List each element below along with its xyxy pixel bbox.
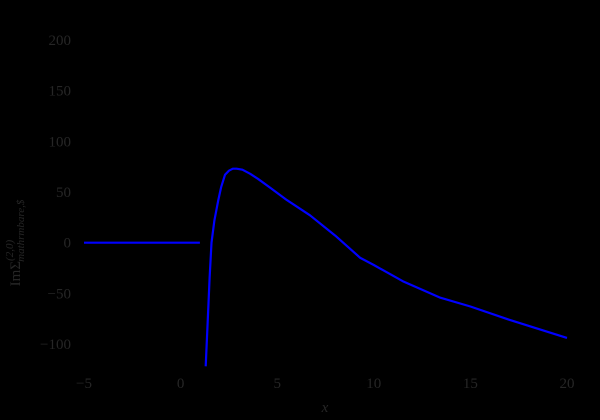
- series-line-segment-curve: [204, 167, 568, 367]
- y-axis-label-subscript: mathrmbare,$: [15, 199, 27, 262]
- y-axis-label: ImΣ(2,0)mathrmbare,$: [4, 199, 27, 286]
- y-tick-label: 200: [49, 33, 72, 49]
- y-tick-label: −100: [40, 337, 71, 353]
- svg-text:ImΣ(2,0)mathrmbare,$: ImΣ(2,0)mathrmbare,$: [4, 199, 27, 286]
- x-tick-label: 10: [366, 376, 381, 392]
- y-tick-label: −50: [48, 286, 71, 302]
- y-axis-ticks: 200 150 100 50 0 −50 −100: [40, 33, 71, 353]
- y-axis-label-main: ImΣ: [8, 261, 24, 286]
- x-tick-label: 0: [177, 376, 185, 392]
- y-tick-label: 50: [56, 185, 71, 201]
- y-tick-label: 150: [49, 84, 72, 100]
- x-tick-label: 5: [273, 376, 281, 392]
- x-axis-ticks: −5 0 5 10 15 20: [76, 376, 574, 392]
- y-tick-label: 100: [49, 134, 72, 150]
- x-axis-label: x: [321, 400, 329, 416]
- x-tick-label: 15: [463, 376, 478, 392]
- x-tick-label: −5: [76, 376, 92, 392]
- x-tick-label: 20: [560, 376, 575, 392]
- plot-area: [84, 167, 568, 367]
- y-tick-label: 0: [64, 236, 72, 252]
- y-axis-label-superscript: (2,0): [4, 240, 16, 261]
